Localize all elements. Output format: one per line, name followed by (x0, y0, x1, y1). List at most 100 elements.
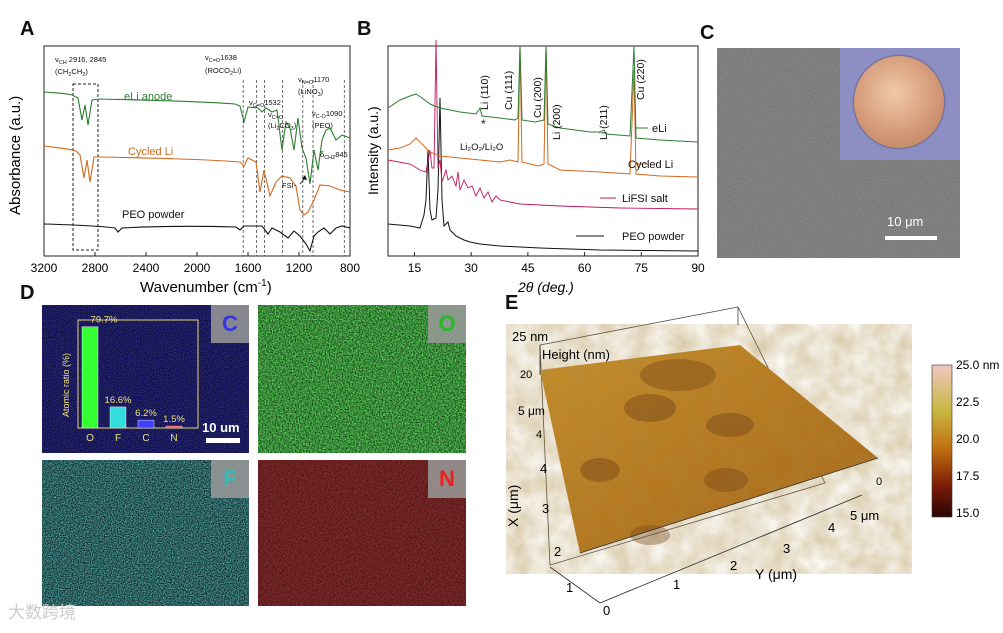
legend-cycled: Cycled Li (628, 159, 673, 171)
xrd-tick-label: 75 (635, 261, 649, 275)
panel-label-b: B (357, 18, 372, 40)
inset-category-label: C (142, 433, 149, 444)
xrd-curve-eli (387, 45, 699, 143)
colorbar-tick: 25.0 nm (956, 358, 999, 372)
inset-bar-label: 16.6% (105, 395, 132, 406)
watermark: 大数跨境 (8, 603, 76, 622)
xrd-curve-lifsi (387, 39, 699, 210)
ftir-tick-label: 800 (340, 261, 360, 275)
afm-feature (580, 458, 620, 482)
eds-label-n: N (428, 460, 466, 498)
inset-category-label: N (170, 433, 177, 444)
eds-map-n: N (258, 460, 466, 606)
ann-roco2li: (ROCO2Li) (205, 66, 242, 77)
afm-feature (704, 468, 748, 492)
inset-ylabel: Atomic ratio (%) (61, 353, 71, 417)
inset-bar-label: 79.7% (91, 315, 118, 326)
ftir-tick-label: 3200 (31, 261, 58, 275)
inset-category-label: O (86, 433, 94, 444)
afm-xticks: 0 1 2 3 4 (540, 461, 610, 618)
ftir-plot-frame (43, 45, 351, 257)
ftir-tick-label: 2000 (184, 261, 211, 275)
afm-frame-top-back (539, 306, 739, 346)
ftir-ylabel: Absorbance (a.u.) (7, 96, 24, 215)
afm-left-tick-5: 5 μm (518, 404, 545, 418)
ann-peo: (PEO) (312, 121, 333, 130)
ann-ch2: (CH2CH2) (55, 67, 88, 78)
ftir-chart: Absorbance (a.u.) 3200 2800 2400 2000 1600 12… (7, 45, 360, 296)
colorbar-tick: 17.5 (956, 469, 980, 483)
ftir-xlabel: Wavenumber (cm-1) (140, 278, 272, 296)
ftir-legend-eli: eLi anode (124, 91, 172, 103)
eds-label-o: O (428, 305, 466, 343)
eds-scale-bar (206, 438, 240, 443)
afm-z-top: 25 nm (512, 329, 548, 344)
peak-li2o2: Li₂O₂/Li₂O (460, 142, 503, 153)
legend-eli: eLi (652, 123, 667, 135)
xrd-chart: Intensity (a.u.) 15 30 45 60 75 90 2θ (deg.) … (365, 39, 705, 295)
inset-bar-c (137, 419, 155, 429)
afm-feature (630, 525, 670, 545)
panel-label-e: E (505, 292, 519, 314)
afm-x-tick: 4 (540, 461, 547, 476)
xrd-curve-cycled (387, 45, 699, 178)
afm-ylabel: Y (μm) (755, 566, 797, 582)
afm-right-zero: 0 (876, 476, 882, 488)
lithium-coin (854, 56, 944, 148)
afm-y-tick: 4 (828, 520, 835, 535)
ftir-curve-eli (43, 91, 351, 185)
colorbar-tick: 15.0 (956, 506, 980, 520)
afm-surface-texture (540, 345, 878, 553)
ftir-tick-label: 2800 (82, 261, 109, 275)
ann-ch-stretch: νCH 2916, 2845 (55, 55, 106, 66)
atomic-ratio-chart: Atomic ratio (%) 79.7% O 16.6% F 6.2% C 1.5% N (61, 315, 199, 444)
colorbar-tick: 20.0 (956, 432, 980, 446)
xrd-peak-labels: Li (110) Cu (111) Cu (200) Li (200) Li (… (460, 59, 647, 153)
inset-bar-o (81, 326, 99, 429)
ftir-tick-label: 1200 (286, 261, 313, 275)
ftir-tick-label: 1600 (235, 261, 262, 275)
xrd-plot-frame (387, 45, 699, 257)
sem-scale-bar (885, 236, 937, 240)
inset-bar-n (165, 425, 183, 429)
afm-y-tick: 3 (783, 541, 790, 556)
ann-1090: νC-O1090 (312, 109, 343, 120)
afm-x-axis-line (549, 566, 601, 604)
inset-bar-label: 6.2% (135, 408, 157, 419)
panel-label-d: D (20, 282, 35, 304)
afm-left-tick-20: 20 (520, 369, 532, 381)
afm-feature (640, 359, 716, 391)
ann-845: δCH2845 (320, 150, 348, 161)
afm-xlabel: X (μm) (505, 485, 521, 527)
ftir-tick-label: 2400 (133, 261, 160, 275)
ftir-legend-cycled: Cycled Li (128, 146, 173, 158)
xrd-tick-label: 45 (521, 261, 535, 275)
peak-cu200: Cu (200) (532, 77, 544, 118)
xrd-ylabel: Intensity (a.u.) (365, 106, 381, 195)
ftir-annotations: νCH 2916, 2845 (CH2CH2) νC=O1638 (ROCO2L… (55, 53, 348, 190)
afm-y-axis-line (599, 494, 863, 604)
sem-image: 10 μm (717, 48, 960, 258)
ann-co: νC=O (268, 110, 284, 121)
ann-fsi: FSI- (282, 181, 297, 190)
afm-x-tick: 2 (554, 544, 561, 559)
eds-scale-label: 10 um (202, 420, 240, 435)
legend-lifsi: LiFSI salt (622, 193, 668, 205)
ann-li2co3: (Li2CO3) (268, 121, 297, 132)
afm-x-tick: 1 (566, 580, 573, 595)
xrd-tick-label: 90 (691, 261, 705, 275)
afm-y-tick: 2 (730, 558, 737, 573)
xrd-legend: eLi Cycled Li LiFSI salt PEO powder (576, 123, 685, 243)
ann-1170: νN=O1170 (298, 75, 329, 86)
afm-left-tick-4: 4 (536, 429, 542, 441)
eds-map-f: F (42, 460, 249, 606)
legend-peo: PEO powder (622, 231, 685, 243)
eds-map-o: O (258, 305, 466, 453)
xrd-xticks: 15 30 45 60 75 90 (408, 252, 705, 275)
xrd-tick-label: 30 (464, 261, 478, 275)
ch-stretch-box (72, 83, 99, 251)
xrd-xlabel: 2θ (deg.) (517, 279, 574, 295)
peak-cu220: Cu (220) (635, 59, 647, 100)
peak-li200: Li (200) (551, 104, 563, 140)
panel-label-c: C (700, 22, 715, 44)
